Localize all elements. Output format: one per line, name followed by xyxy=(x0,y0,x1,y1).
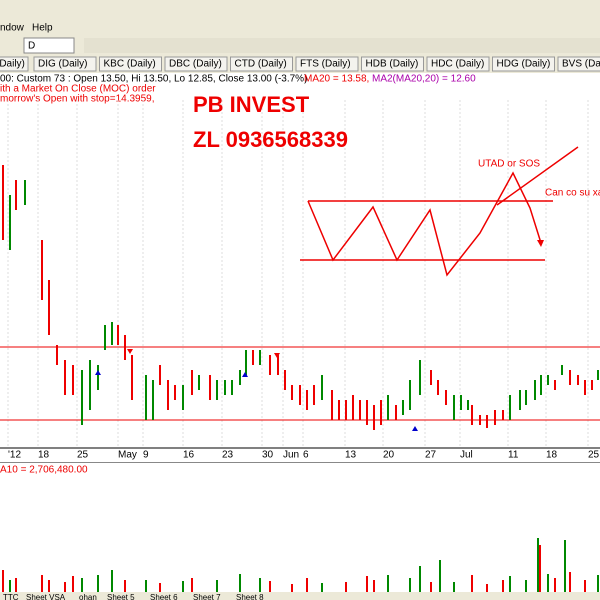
tab-label[interactable]: CTD (Daily) xyxy=(235,59,287,70)
bars-down xyxy=(2,165,593,430)
tab-label[interactable]: DBC (Daily) xyxy=(169,59,222,70)
date-label: 6 xyxy=(303,450,309,461)
overlay-title: PB INVEST xyxy=(193,92,310,117)
date-label: 30 xyxy=(262,450,274,461)
tab[interactable] xyxy=(230,56,293,72)
date-label: 27 xyxy=(425,450,437,461)
interval[interactable]: D xyxy=(28,41,35,52)
date-label: 25 xyxy=(588,450,600,461)
tab-label[interactable]: HDG (Daily) xyxy=(497,59,551,70)
tab[interactable] xyxy=(164,56,228,72)
annotation: UTAD or SOS xyxy=(478,159,540,170)
date-label: 18 xyxy=(546,450,558,461)
grid xyxy=(7,100,589,448)
date-label: 9 xyxy=(143,450,149,461)
tab-label[interactable]: (Daily) xyxy=(0,59,25,70)
tab[interactable] xyxy=(99,56,162,72)
sheet-tab[interactable]: Sheet VSA xyxy=(26,593,66,600)
info-line: 00: Custom 73 : Open 13.50, Hi 13.50, Lo… xyxy=(0,74,307,85)
date-label: Jun xyxy=(283,450,299,461)
tab[interactable] xyxy=(557,56,600,72)
date-label: 25 xyxy=(77,450,89,461)
date-label: 20 xyxy=(383,450,395,461)
arrow-head xyxy=(537,240,544,247)
sheet-tab[interactable]: ohan xyxy=(79,593,97,600)
tab-label[interactable]: HDC (Daily) xyxy=(431,59,484,70)
menu-item[interactable]: ndow xyxy=(0,23,25,34)
volume-label: A10 = 2,706,480.00 xyxy=(0,465,88,476)
tab[interactable] xyxy=(295,56,359,72)
volume-up xyxy=(9,538,599,592)
tab-label[interactable]: KBC (Daily) xyxy=(104,59,156,70)
tab-label[interactable]: HDB (Daily) xyxy=(366,59,419,70)
toolbar xyxy=(84,38,600,53)
overlay-phone: ZL 0936568339 xyxy=(193,127,348,152)
date-label: 13 xyxy=(345,450,357,461)
info-ma20: MA20 = 13.58, xyxy=(304,74,369,85)
tab[interactable] xyxy=(361,56,424,72)
volume-down xyxy=(2,545,586,592)
sheet-tab[interactable]: Sheet 6 xyxy=(150,593,178,600)
tab-label[interactable]: FTS (Daily) xyxy=(300,59,351,70)
sheet-tab[interactable]: Sheet 7 xyxy=(193,593,221,600)
tab[interactable] xyxy=(33,56,97,72)
date-label: Jul xyxy=(460,450,473,461)
sheet-tab[interactable]: TTC xyxy=(3,593,19,600)
sheet-bar xyxy=(0,592,600,600)
info-line: morrow's Open with stop=14.3959, xyxy=(0,94,155,105)
sell-arrow xyxy=(127,349,280,358)
date-label: May xyxy=(118,450,137,461)
info-ma2: MA2(MA20,20) = 12.60 xyxy=(372,74,476,85)
tab[interactable] xyxy=(492,56,555,72)
date-label: 23 xyxy=(222,450,234,461)
sheet-tab[interactable]: Sheet 5 xyxy=(107,593,135,600)
date-label: 11 xyxy=(508,450,519,461)
tab[interactable] xyxy=(0,56,29,72)
info-line: ith a Market On Close (MOC) order xyxy=(0,84,156,95)
tab[interactable] xyxy=(426,56,490,72)
annotation: Can co su xac xyxy=(545,188,600,199)
sheet-tab[interactable]: Sheet 8 xyxy=(236,593,264,600)
tab-label[interactable]: DIG (Daily) xyxy=(38,59,87,70)
interval-box[interactable] xyxy=(23,37,75,54)
drawing xyxy=(300,146,579,277)
bars-up xyxy=(9,180,599,425)
date-label: 16 xyxy=(183,450,195,461)
date-label: '12 xyxy=(8,450,21,461)
pane-divider xyxy=(0,462,600,463)
menu-item[interactable]: Help xyxy=(32,23,53,34)
tab-label[interactable]: BVS (Daily) xyxy=(562,59,600,70)
date-label: 18 xyxy=(38,450,50,461)
